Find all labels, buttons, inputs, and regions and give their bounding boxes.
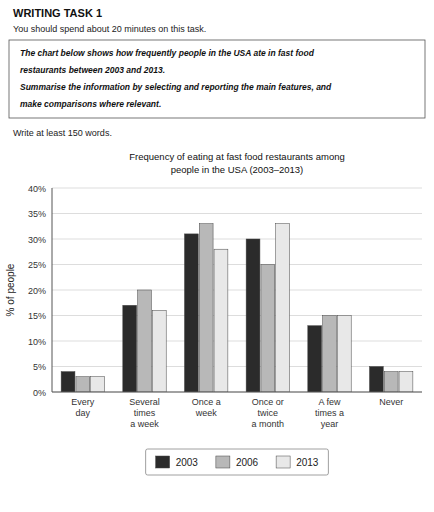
annotation: You should spend about 20 minutes on thi… (13, 24, 206, 34)
x-tick-label: Everyday (71, 397, 95, 418)
background (0, 0, 434, 512)
y-tick-label: 0% (33, 388, 46, 398)
x-tick-label: Never (379, 397, 403, 407)
bar (308, 326, 322, 392)
bar (199, 224, 213, 392)
legend-swatch (276, 456, 290, 468)
bar (214, 249, 228, 392)
x-tick-label: Once aweek (192, 397, 221, 418)
bar (261, 265, 275, 393)
y-tick-label: 20% (28, 286, 46, 296)
y-tick-label: 15% (28, 311, 46, 321)
y-axis-line (52, 188, 53, 392)
task-box (9, 40, 425, 118)
bar (384, 372, 398, 392)
bar (337, 316, 351, 393)
grid-line (52, 188, 422, 189)
grid-line (52, 341, 422, 342)
legend-label: 2013 (296, 457, 319, 468)
grid-line (52, 392, 422, 393)
legend-label: 2006 (236, 457, 259, 468)
bar (184, 234, 198, 392)
x-axis-line (52, 392, 422, 393)
bar (61, 372, 75, 392)
legend-swatch (216, 456, 230, 468)
bar (91, 377, 105, 392)
grid-line (52, 213, 422, 214)
grid-line (52, 290, 422, 291)
annotation: Write at least 150 words. (13, 128, 112, 138)
bar (276, 224, 290, 392)
x-tick-label: Once ortwicea month (252, 397, 285, 429)
x-tick-label: Severaltimesa week (129, 397, 160, 429)
annotation: restaurants between 2003 and 2013. (20, 65, 165, 75)
legend: 2003 2006 2013 (146, 449, 329, 475)
legend-label: 2003 (176, 457, 199, 468)
bar (323, 316, 337, 393)
annotation: The chart below shows how frequently peo… (20, 48, 315, 58)
bar (246, 239, 260, 392)
bars (61, 224, 413, 392)
y-tick-label: 10% (28, 337, 46, 347)
grid-line (52, 366, 422, 367)
grid-line (52, 239, 422, 240)
annotation: make comparisons where relevant. (20, 99, 161, 109)
bar (123, 305, 137, 392)
chart-canvas: WRITING TASK 1 You should spend about 20 … (0, 0, 434, 512)
bar (76, 377, 90, 392)
y-tick-label: 25% (28, 260, 46, 270)
grid-line (52, 264, 422, 265)
y-tick-label: 30% (28, 235, 46, 245)
y-tick-label: 5% (33, 362, 46, 372)
bar (399, 372, 413, 392)
x-tick-label: A fewtimes ayear (315, 397, 344, 429)
y-tick-label: 35% (28, 209, 46, 219)
annotation: Summarise the information by selecting a… (20, 82, 332, 92)
bar (138, 290, 152, 392)
bar (152, 310, 166, 392)
grid-line (52, 315, 422, 316)
legend-swatch (156, 456, 170, 468)
legend-frame (146, 449, 329, 475)
annotation: WRITING TASK 1 (13, 7, 102, 19)
y-axis-label: % of people (5, 263, 16, 316)
chart-title: Frequency of eating at fast food restaur… (129, 151, 344, 175)
bar (369, 367, 383, 393)
y-tick-label: 40% (28, 184, 46, 194)
